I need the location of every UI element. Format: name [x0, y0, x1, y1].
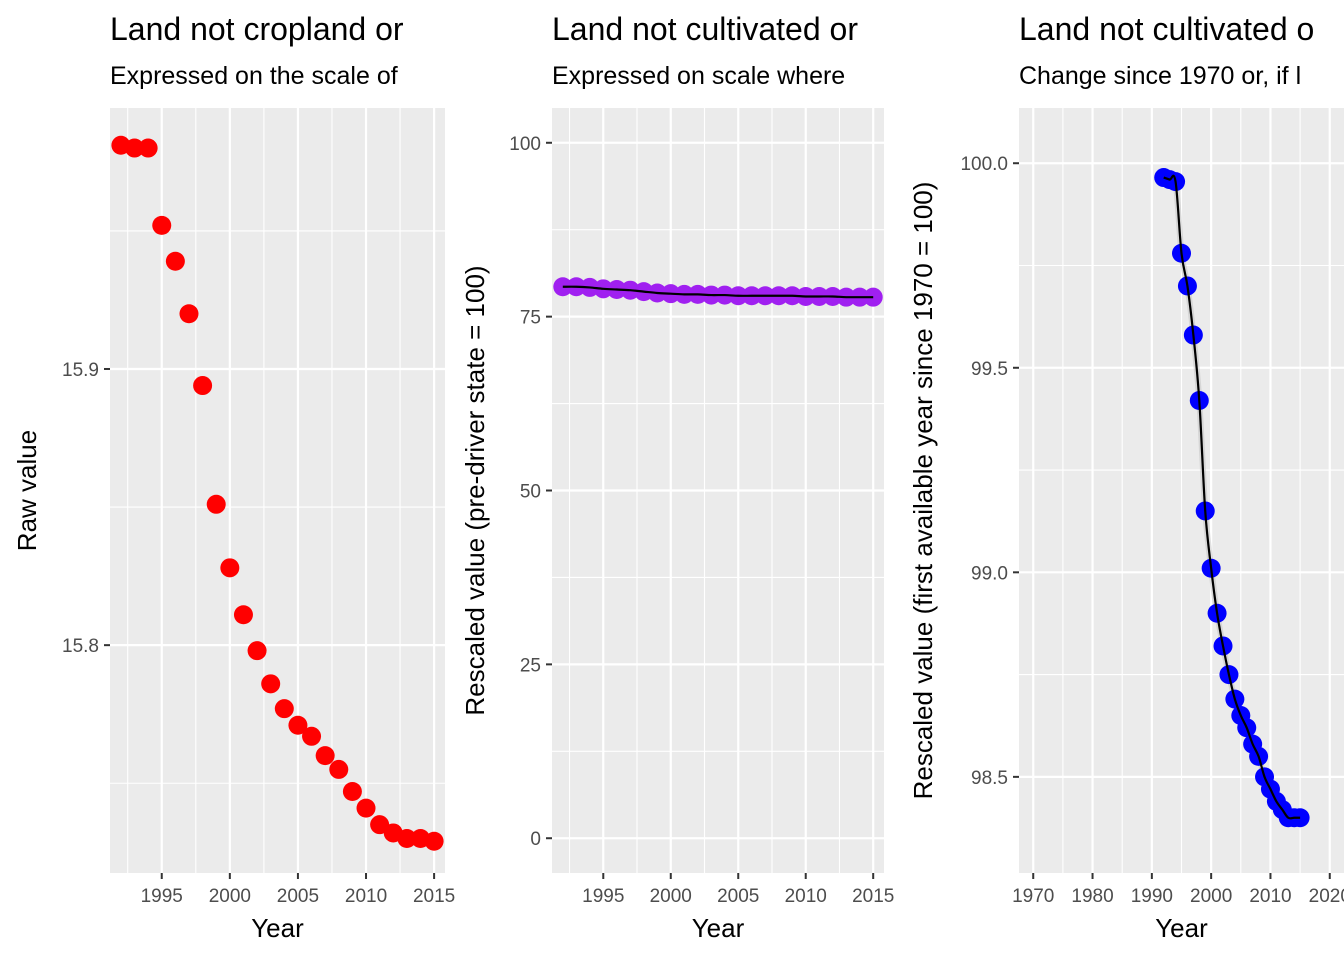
data-point	[397, 828, 417, 848]
data-point	[206, 494, 226, 514]
x-axis-title: Year	[1155, 913, 1208, 943]
data-point	[288, 715, 308, 735]
chart-subtitle: Change since 1970 or, if l	[1019, 62, 1301, 90]
y-tick-label: 100.0	[960, 154, 1008, 175]
y-tick-label: 0	[530, 829, 541, 850]
data-point	[233, 605, 253, 625]
data-point	[424, 831, 444, 851]
data-point	[179, 304, 199, 324]
data-point	[220, 558, 240, 578]
x-tick-label: 1990	[1131, 886, 1173, 907]
chart-subtitle: Expressed on the scale of	[110, 62, 398, 90]
chart-title: Land not cropland or	[110, 11, 404, 47]
x-tick-label: 1970	[1012, 886, 1054, 907]
y-tick-label: 75	[520, 308, 541, 329]
x-tick-label: 2000	[650, 886, 692, 907]
y-tick-label: 50	[520, 482, 541, 503]
x-tick-label: 2020	[1309, 886, 1344, 907]
chart-panel-1: 1995 2000 2005 2010 2015 15.8 15.9 Land not cro…	[12, 11, 455, 943]
y-tick-label: 25	[520, 655, 541, 676]
x-tick-label: 1995	[141, 886, 183, 907]
x-tick-label: 2015	[852, 886, 894, 907]
data-point	[356, 798, 376, 818]
x-tick-label: 1995	[582, 886, 624, 907]
x-tick-label: 2000	[1190, 886, 1232, 907]
chart-subtitle: Expressed on scale where	[552, 62, 845, 90]
data-point	[165, 251, 185, 271]
data-point	[274, 699, 294, 719]
data-point	[329, 759, 349, 779]
trend-line	[1163, 174, 1301, 820]
chart-title: Land not cultivated o	[1019, 11, 1314, 47]
y-axis-title: Rescaled value (first available year sin…	[908, 182, 938, 800]
data-point	[370, 815, 390, 835]
chart-title: Land not cultivated or	[552, 11, 858, 47]
data-point	[152, 215, 172, 235]
x-tick-label: 2010	[785, 886, 827, 907]
plot-background	[110, 108, 445, 873]
y-tick-label: 99.0	[971, 563, 1008, 584]
x-tick-label: 2010	[1249, 886, 1291, 907]
data-point	[125, 138, 145, 158]
y-axis-title: Raw value	[12, 430, 42, 551]
x-tick-label: 1980	[1071, 886, 1113, 907]
data-point	[302, 726, 322, 746]
y-tick-label: 99.5	[971, 359, 1008, 380]
trend-line	[562, 285, 874, 299]
data-point	[315, 746, 335, 766]
chart-panel-3: 1970 1980 1990 2000 2010 2020 98.5 99.0 99.5 100.…	[908, 11, 1344, 943]
y-tick-label: 15.9	[62, 360, 99, 381]
data-point	[247, 641, 267, 661]
x-tick-label: 2010	[345, 886, 387, 907]
x-tick-label: 2005	[277, 886, 319, 907]
data-point	[342, 782, 362, 802]
x-tick-label: 2000	[209, 886, 251, 907]
y-axis-title: Rescaled value (pre-driver state = 100)	[460, 265, 490, 715]
x-tick-label: 2005	[717, 886, 759, 907]
x-tick-label: 2015	[413, 886, 455, 907]
y-tick-label: 15.8	[62, 636, 99, 657]
x-axis-title: Year	[692, 913, 745, 943]
chart-panel-2: 1995 2000 2005 2010 2015 0 25 50 75 100 Land not c…	[460, 11, 894, 943]
data-point	[261, 674, 281, 694]
data-point	[138, 138, 158, 158]
y-tick-label: 100	[509, 134, 541, 155]
y-tick-label: 98.5	[971, 768, 1008, 789]
x-axis-title: Year	[251, 913, 304, 943]
data-point	[193, 376, 213, 396]
